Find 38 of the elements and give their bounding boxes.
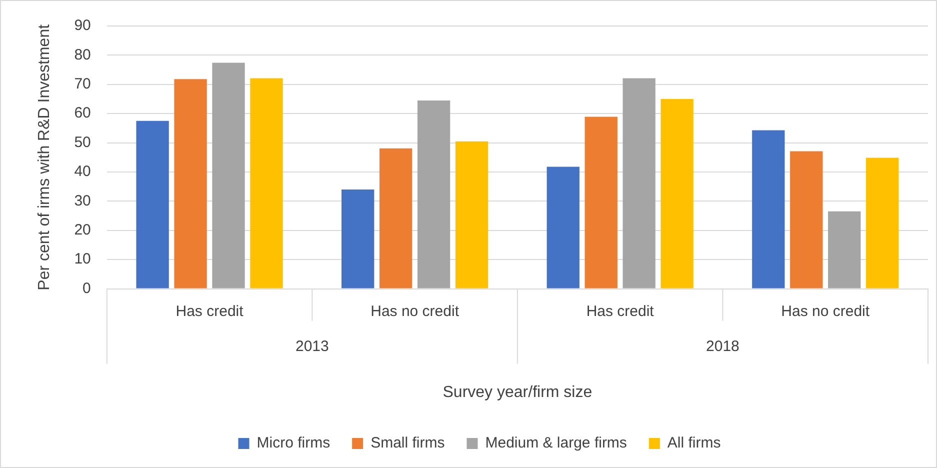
legend-label: Micro firms [256,434,330,452]
y-tick-label: 20 [74,222,91,239]
bar [790,151,823,288]
x-tick-label: Has credit [176,302,244,320]
y-axis-title: Per cent of irms with R&D Investment [36,24,54,290]
x-axis-title: Survey year/firm size [442,384,592,401]
x-tick-label: Has credit [586,302,655,320]
y-tick-label: 90 [74,17,91,34]
y-tick-label: 0 [82,280,91,297]
y-tick-label: 80 [74,46,91,64]
bar [136,120,169,288]
y-tick-label: 10 [74,250,91,268]
bar [455,141,488,288]
x-tick-label: Has no credit [781,302,870,320]
bar [174,79,207,288]
bar [660,99,694,288]
text: 2018 [706,338,740,355]
text: 2013 [295,338,329,355]
legend-label: Medium & large firms [485,434,627,452]
y-tick-label: 50 [74,134,91,151]
bar [584,116,618,288]
bar [379,148,412,288]
x-tick-label: Has no credit [370,302,460,320]
y-tick-label: 70 [74,76,91,93]
y-tick-label: 60 [74,104,91,122]
bar [622,78,656,288]
bar [417,100,450,288]
bar [342,190,374,288]
bar [866,158,899,288]
y-tick-label: 30 [74,192,91,210]
bar [212,62,245,288]
bar [828,211,861,288]
bar [250,78,283,288]
legend-label: All firms [667,434,721,452]
bar [546,166,580,288]
y-tick-label: 40 [74,163,91,180]
bar [752,130,785,288]
legend-label: Small firms [370,434,445,452]
